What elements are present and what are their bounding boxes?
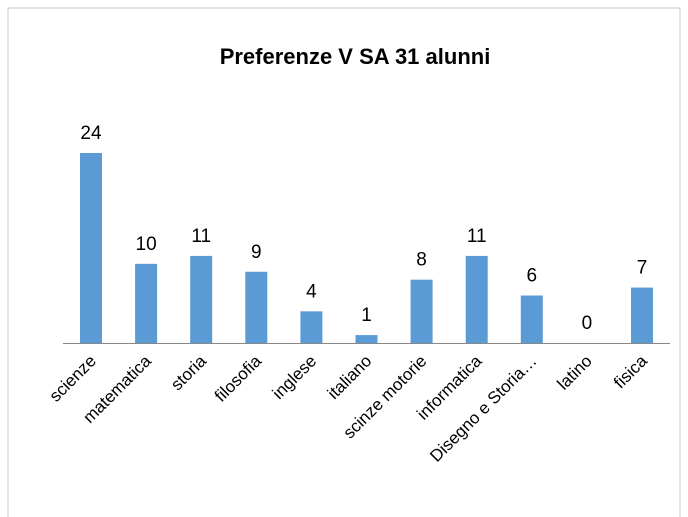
value-label: 6 xyxy=(527,266,538,287)
bar xyxy=(80,153,102,343)
value-label: 11 xyxy=(191,226,211,247)
value-label: 10 xyxy=(136,234,157,255)
x-tick-label: inglese xyxy=(269,351,321,403)
bar xyxy=(300,311,323,343)
x-tick-label: fisica xyxy=(610,351,651,392)
x-tick-label: storia xyxy=(167,351,210,394)
value-label: 1 xyxy=(361,305,372,326)
bar xyxy=(410,279,433,343)
bar xyxy=(631,287,653,343)
value-label: 0 xyxy=(582,313,593,334)
chart-title: Preferenze V SA 31 alunni xyxy=(220,44,491,69)
bar xyxy=(520,295,543,343)
bar xyxy=(190,255,213,343)
x-tick-label: latino xyxy=(554,351,596,393)
bar xyxy=(135,263,158,343)
value-label: 11 xyxy=(467,226,487,247)
x-tick-label: Disegno e Storia… xyxy=(426,351,540,465)
value-label: 8 xyxy=(416,250,427,271)
value-label: 4 xyxy=(306,281,317,302)
x-tick-label: italiano xyxy=(324,351,376,403)
x-tick-label: filosofia xyxy=(211,351,266,406)
bar xyxy=(465,255,488,343)
bar xyxy=(355,335,378,343)
chart-frame xyxy=(7,7,681,517)
value-label: 9 xyxy=(251,242,262,263)
value-label: 24 xyxy=(80,123,102,144)
bar xyxy=(245,271,268,343)
value-label: 7 xyxy=(637,258,648,279)
x-tick-label: scienze xyxy=(46,351,100,405)
